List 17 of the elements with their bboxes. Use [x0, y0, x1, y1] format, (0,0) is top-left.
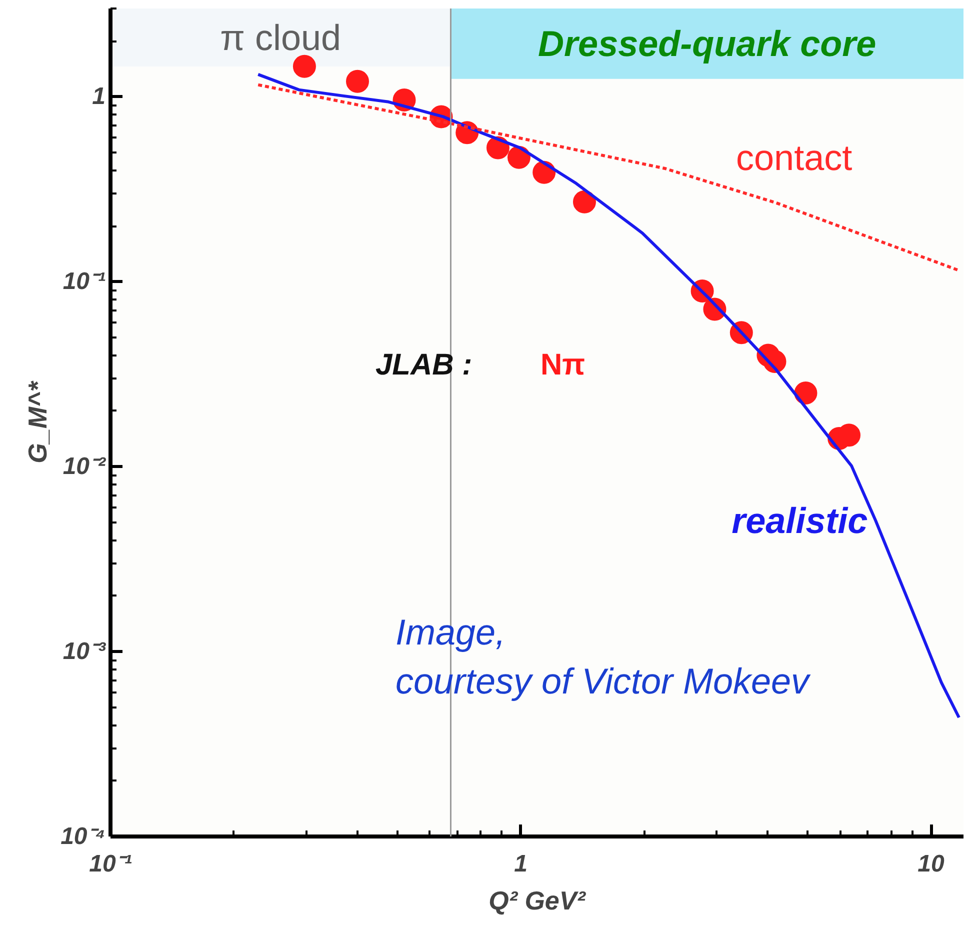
x-axis-title: Q² GeV²: [488, 886, 587, 916]
text: Nπ: [540, 348, 586, 382]
x-tick-label: 10: [918, 850, 946, 878]
y-tick-label: 1: [92, 83, 106, 110]
series-label: realistic: [732, 500, 868, 542]
annotation: Image, courtesy of Victor Mokeev: [396, 611, 812, 702]
annotation: JLAB :: [376, 348, 472, 382]
series-label: contact: [736, 136, 852, 178]
y-tick-label: 10⁻⁴: [60, 823, 106, 850]
x-tick-label: 1: [514, 850, 528, 878]
y-tick-label: 10⁻¹: [62, 268, 106, 296]
band-label: π cloud: [220, 16, 342, 58]
y-tick-label: 10⁻³: [62, 638, 107, 666]
band-label: Dressed-quark core: [538, 23, 876, 64]
y-tick-label: 10⁻²: [62, 453, 107, 480]
x-tick-label: 10⁻¹: [89, 850, 132, 878]
y-axis-title: G_M^*: [22, 380, 53, 464]
